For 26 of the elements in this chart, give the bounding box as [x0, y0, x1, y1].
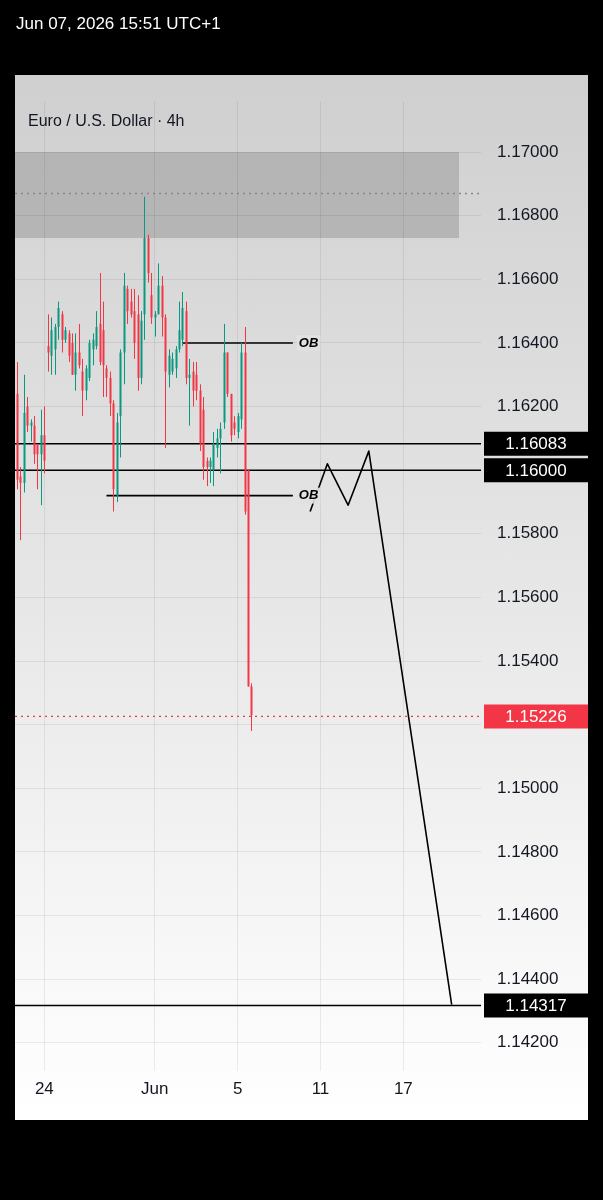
- y-tick-label: 1.17000: [497, 141, 559, 161]
- ref-line-label: 1.15226: [505, 707, 567, 727]
- y-tick-label: 1.16200: [497, 396, 559, 416]
- annotation: OB: [298, 487, 319, 503]
- y-tick-label: 1.15800: [497, 523, 559, 543]
- y-tick-label: 1.16800: [497, 205, 559, 225]
- y-tick-label: 1.16600: [497, 269, 559, 289]
- ref-line-label: 1.14317: [505, 996, 567, 1016]
- y-tick-label: 1.15000: [497, 777, 559, 797]
- y-tick-label: 1.14600: [497, 905, 559, 925]
- y-tick-label: 1.15400: [497, 650, 559, 670]
- y-tick-label: 1.14800: [497, 841, 559, 861]
- y-tick-label: 1.14400: [497, 968, 559, 988]
- x-tick-label: 11: [311, 1078, 330, 1098]
- annotation: OB: [298, 334, 319, 350]
- ref-line-label: 1.16083: [505, 434, 567, 454]
- y-tick-label: 1.16400: [497, 332, 559, 352]
- x-tick-label: Jun: [141, 1078, 169, 1098]
- x-tick-label: 24: [34, 1078, 54, 1098]
- ref-line-label: 1.16000: [505, 460, 567, 480]
- x-tick-label: 5: [232, 1078, 243, 1098]
- y-tick-label: 1.14200: [497, 1032, 559, 1052]
- text: Jun 07, 2026 15:51 UTC+1: [16, 13, 222, 35]
- x-tick-label: 17: [393, 1078, 413, 1098]
- y-tick-label: 1.15600: [497, 587, 559, 607]
- text: Euro / U.S. Dollar · 4h: [28, 111, 185, 129]
